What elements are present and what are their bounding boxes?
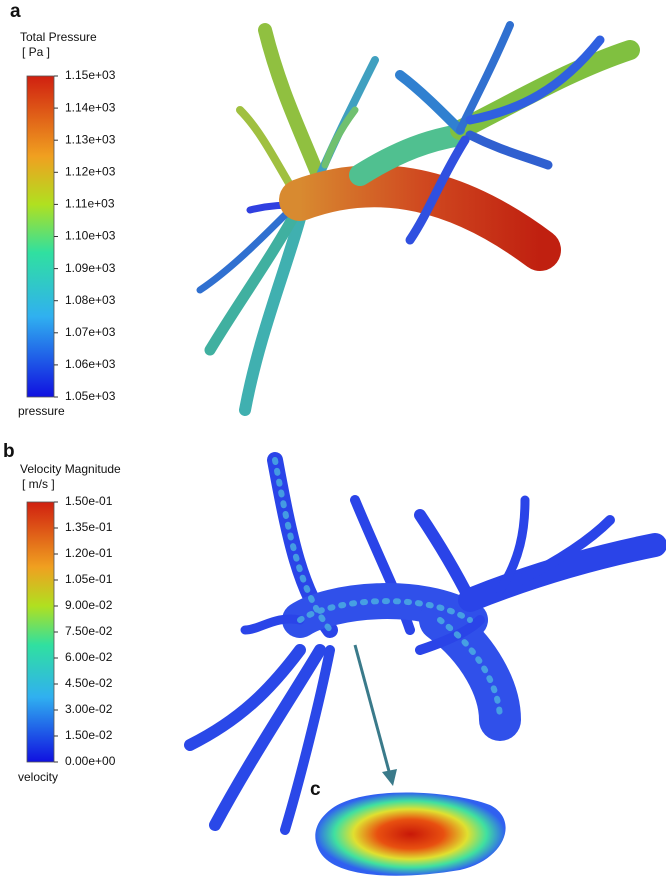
tick-label: 4.50e-02: [65, 676, 113, 690]
colorbar-variable: pressure: [18, 404, 65, 418]
tick-label: 1.13e+03: [65, 132, 116, 146]
colorbar-variable: velocity: [18, 770, 58, 784]
colorbar-unit: [ Pa ]: [22, 45, 50, 59]
panel-label: b: [3, 441, 15, 462]
arrow: [353, 644, 392, 776]
tick-label: 1.12e+03: [65, 164, 116, 178]
arrow-head: [382, 769, 397, 786]
panel-label: a: [10, 1, 21, 22]
tick-label: 1.20e-01: [65, 546, 113, 560]
pressure-vessels: [196, 21, 640, 416]
tick-label: 1.10e+03: [65, 229, 116, 243]
tick-label: 1.07e+03: [65, 325, 116, 339]
tick-label: 7.50e-02: [65, 624, 113, 638]
tick-label: 9.00e-02: [65, 598, 113, 612]
tick-label: 1.35e-01: [65, 520, 113, 534]
velocity-vessels: [184, 452, 666, 835]
cross-section: [315, 792, 506, 876]
colorbar-unit: [ m/s ]: [22, 477, 55, 491]
tick-label: 1.06e+03: [65, 357, 116, 371]
colorbar: [26, 75, 55, 398]
colorbar: [26, 501, 55, 763]
panel-label: c: [310, 779, 321, 800]
tick-label: 1.08e+03: [65, 293, 116, 307]
tick-label: 1.50e-01: [65, 494, 113, 508]
colorbar-title: Velocity Magnitude: [20, 462, 121, 476]
colorbar-title: Total Pressure: [20, 30, 97, 44]
tick-label: 1.05e+03: [65, 389, 116, 403]
tick-label: 1.15e+03: [65, 68, 116, 82]
tick-label: 1.09e+03: [65, 261, 116, 275]
tick-label: 1.14e+03: [65, 100, 116, 114]
tick-label: 1.05e-01: [65, 572, 113, 586]
tick-label: 0.00e+00: [65, 754, 116, 768]
tick-label: 3.00e-02: [65, 702, 113, 716]
tick-label: 1.11e+03: [65, 197, 115, 211]
tick-label: 1.50e-02: [65, 728, 113, 742]
tick-label: 6.00e-02: [65, 650, 113, 664]
